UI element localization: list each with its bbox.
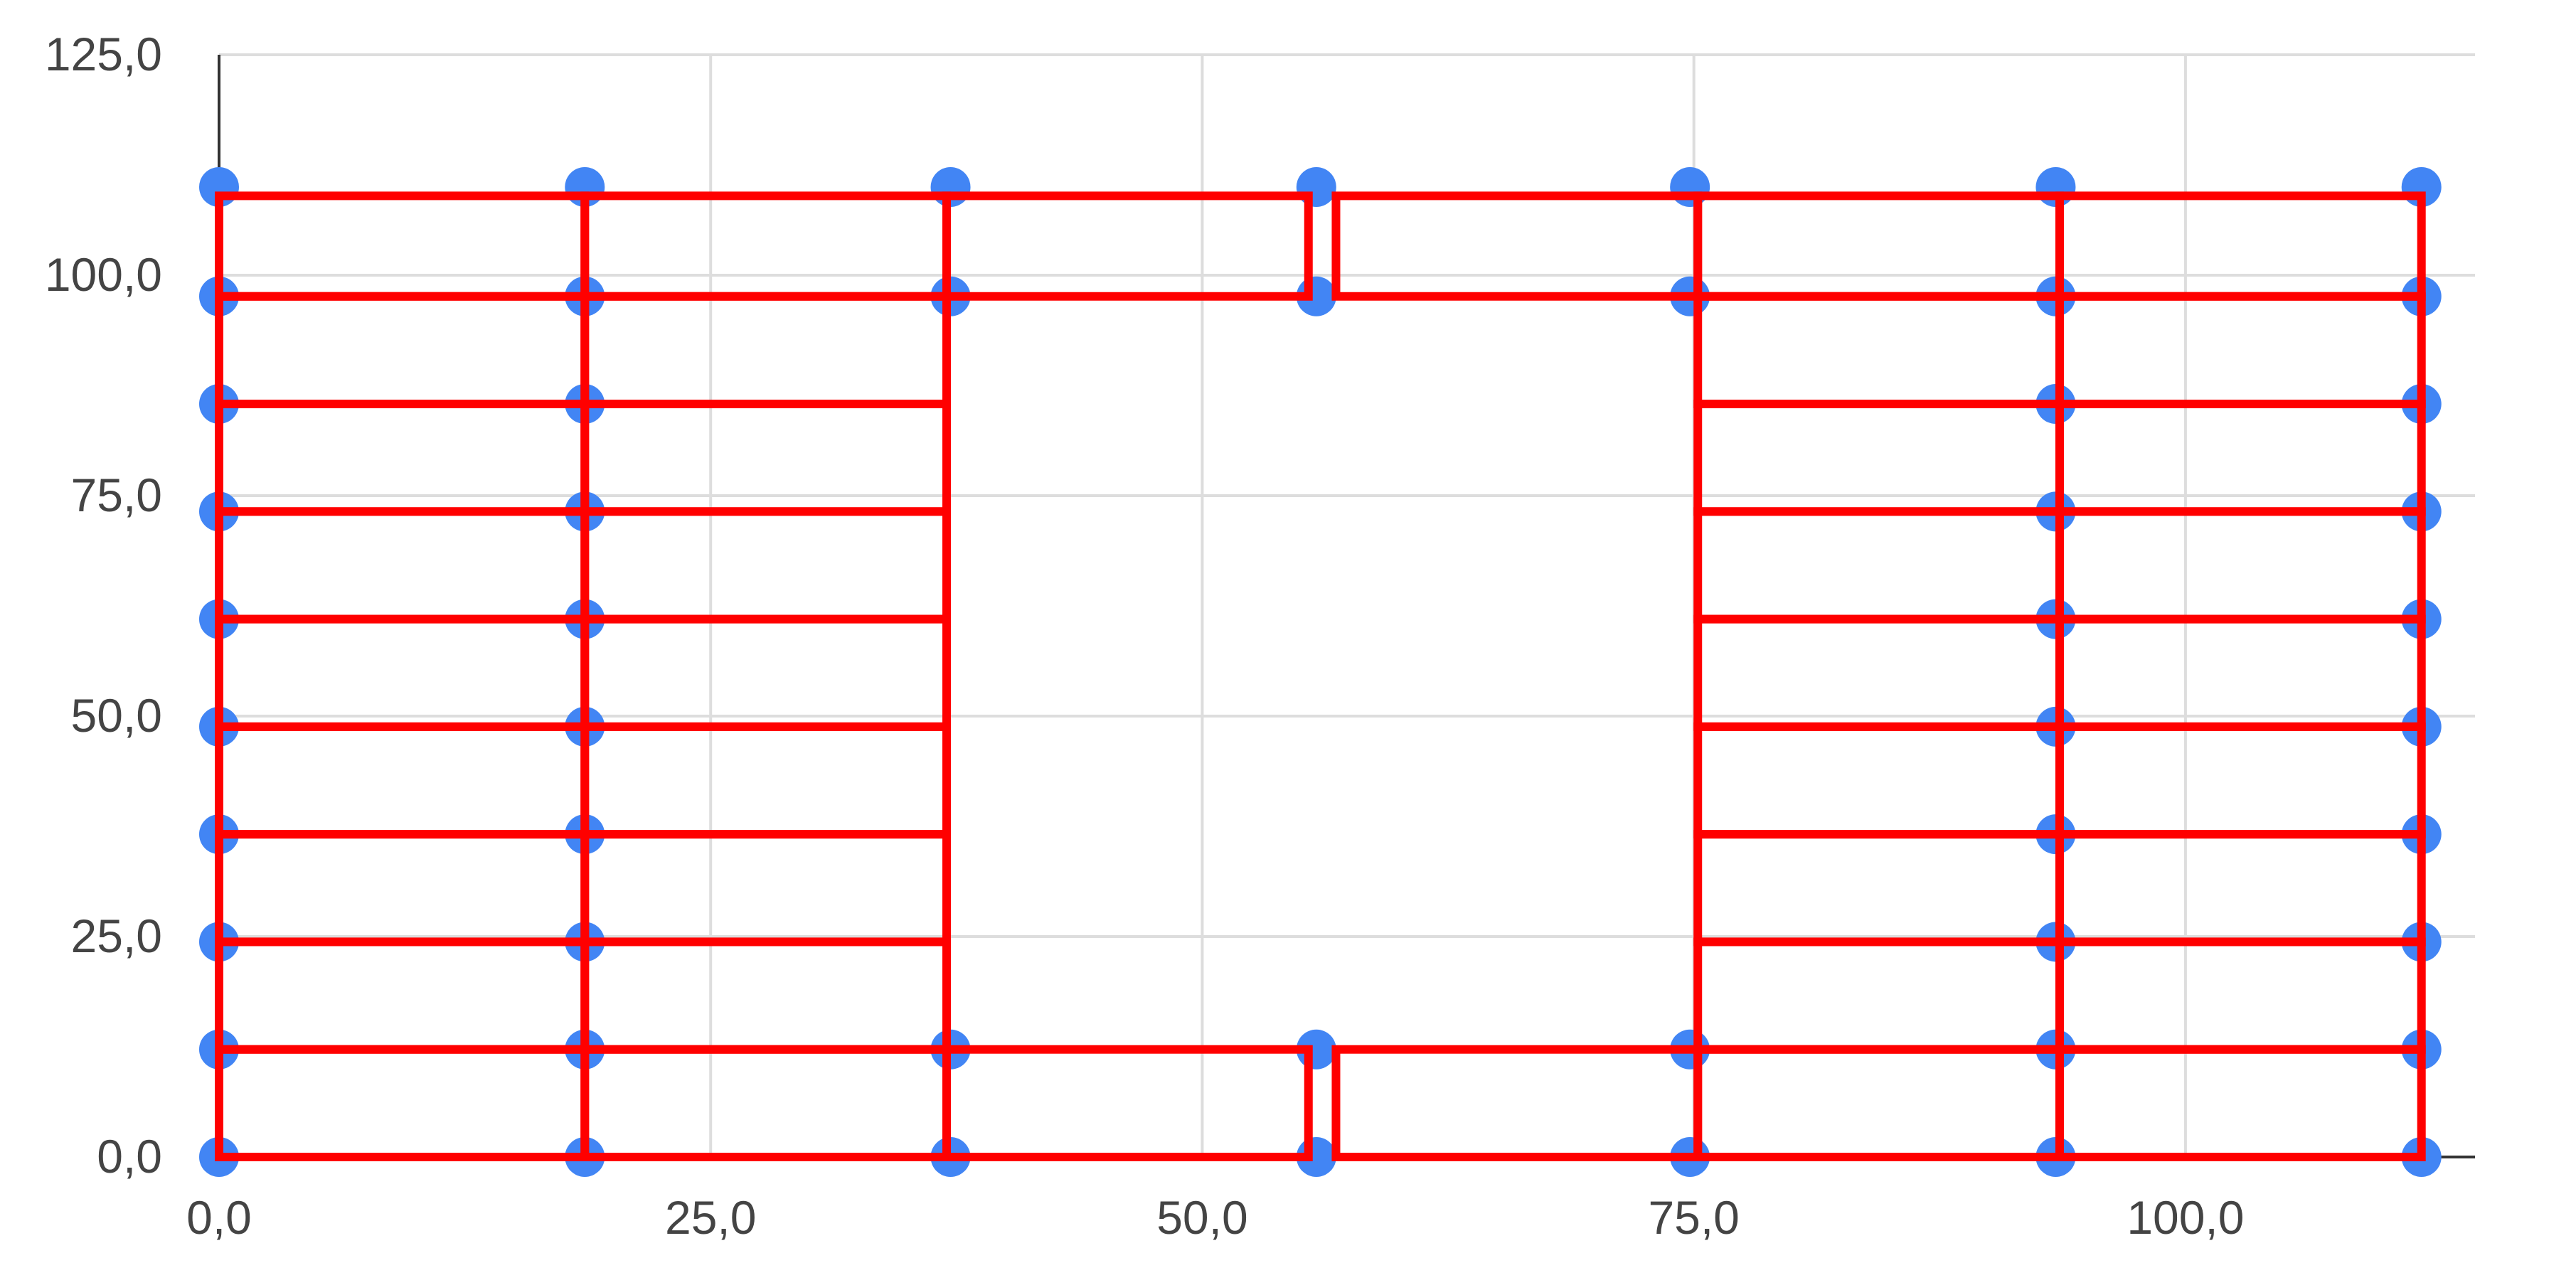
y-tick-label: 125,0 — [45, 28, 162, 80]
data-point — [1296, 167, 1336, 207]
overlay-rect — [2055, 614, 2426, 731]
overlay-rect — [1331, 1045, 1703, 1161]
overlay-rect — [580, 507, 952, 624]
overlay-rect — [580, 191, 952, 301]
overlay-rect — [2055, 830, 2426, 947]
overlay-rect — [2055, 292, 2426, 409]
overlay-rect — [580, 292, 952, 409]
x-tick-label: 0,0 — [186, 1191, 252, 1244]
y-tick-label: 50,0 — [71, 689, 162, 742]
overlay-rect — [942, 191, 1313, 301]
overlay-rect — [942, 1045, 1313, 1161]
overlay-rect — [580, 937, 952, 1054]
y-tick-label: 75,0 — [71, 469, 162, 521]
y-tick-label: 0,0 — [97, 1130, 162, 1183]
overlay-rect — [215, 830, 590, 947]
overlay-rect — [2055, 722, 2426, 839]
axes — [218, 55, 2475, 1158]
y-tick-label: 25,0 — [71, 910, 162, 962]
overlay-rect — [215, 722, 590, 839]
x-tick-label: 25,0 — [665, 1191, 756, 1244]
overlay-rect — [1693, 191, 2064, 301]
overlay-rect — [580, 830, 952, 947]
y-tick-label: 100,0 — [45, 248, 162, 301]
overlay-rect — [580, 614, 952, 731]
x-tick-label: 100,0 — [2127, 1191, 2244, 1244]
overlay-rect — [1331, 191, 1703, 301]
overlay-rect — [215, 507, 590, 624]
overlay-rect — [2055, 937, 2426, 1054]
overlay-rect — [1693, 1045, 2064, 1161]
overlay-rect — [215, 292, 590, 409]
x-tick-label: 50,0 — [1156, 1191, 1247, 1244]
overlay-rect — [1693, 507, 2064, 624]
overlay-rect — [2055, 191, 2426, 301]
x-tick-label: 75,0 — [1648, 1191, 1739, 1244]
overlay-rect — [215, 191, 590, 301]
overlay-rect — [2055, 507, 2426, 624]
overlay-rect — [1693, 614, 2064, 731]
overlay-rect — [215, 614, 590, 731]
overlay-rect — [1693, 292, 2064, 409]
tick-labels: 0,0 25,0 50,0 75,0 100,0 125,0 0,0 25,0 50,0 75,0… — [45, 28, 2245, 1244]
overlay-rect — [580, 1045, 952, 1161]
overlay-rect — [2055, 1045, 2426, 1161]
overlay-rect — [1693, 830, 2064, 947]
overlay-rect — [580, 722, 952, 839]
overlay-rectangles — [215, 191, 2426, 1161]
data-points — [199, 167, 2442, 1177]
overlay-rect — [215, 1045, 590, 1161]
overlay-rect — [215, 937, 590, 1054]
overlay-rect — [1693, 937, 2064, 1054]
grid-lines — [219, 53, 2475, 1157]
data-point — [1670, 167, 1710, 207]
overlay-rect — [1693, 722, 2064, 839]
